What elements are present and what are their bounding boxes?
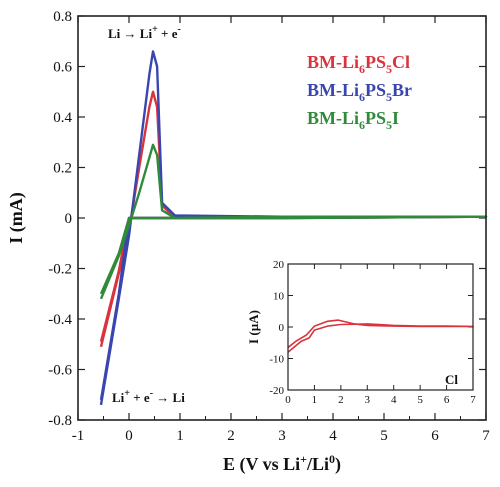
inset-x-tick-label: 2 [338, 394, 344, 406]
inset-series-label: Cl [445, 372, 458, 387]
y-tick-label: -0.6 [48, 363, 72, 379]
x-tick-label: -1 [72, 428, 85, 444]
inset-tick-labels: 0 1 2 3 4 5 6 7 20 10 0 -10 -20 [269, 259, 476, 406]
inset-y-tick-label: 20 [273, 259, 285, 271]
main-plot: -1 0 1 2 3 4 5 6 70.80.60.40.20-0.2-0.4-0.6-0.8 … [6, 9, 490, 475]
main-tick-labels: -1 0 1 2 3 4 5 6 70.80.60.40.20-0.2-0.4-0.6-0.8 [48, 9, 490, 444]
main-plot-frame [77, 15, 487, 421]
main-axis-ticks [77, 15, 487, 421]
oxidation-annotation: Li → Li+ + e- [108, 24, 181, 41]
inset-y-tick-label: 10 [273, 291, 285, 303]
inset-x-tick-label: 1 [312, 394, 318, 406]
inset-y-axis-title: I (µA) [246, 310, 261, 344]
y-tick-label: 0.8 [53, 9, 72, 25]
y-tick-label: 0.4 [53, 110, 72, 126]
x-tick-label: 5 [380, 428, 388, 444]
inset-series-line-cl [287, 319, 474, 353]
inset-plot-frame [287, 263, 474, 391]
y-tick-label: 0.2 [53, 161, 72, 177]
y-tick-label: 0.6 [53, 60, 72, 76]
inset-y-tick-label: 0 [279, 322, 285, 334]
inset-x-tick-label: 6 [444, 394, 450, 406]
reduction-annotation: Li+ + e- → Li [112, 388, 185, 405]
inset-y-tick-label: -10 [269, 354, 284, 366]
y-tick-label: 0 [65, 211, 73, 227]
x-axis-title: E (V vs Li+/Li0) [223, 452, 341, 475]
x-tick-label: 4 [329, 428, 337, 444]
series-line-i [99, 143, 488, 300]
legend-item-i: BM-Li6PS5I [307, 108, 399, 132]
y-tick-label: -0.4 [48, 312, 72, 328]
legend: BM-Li6PS5Cl BM-Li6PS5Br BM-Li6PS5I [307, 52, 412, 132]
x-tick-label: 2 [227, 428, 235, 444]
x-tick-label: 7 [482, 428, 490, 444]
inset-x-tick-label: 3 [365, 394, 371, 406]
y-tick-label: -0.2 [48, 262, 72, 278]
inset-y-tick-label: -20 [269, 385, 284, 397]
y-tick-label: -0.8 [48, 413, 72, 429]
inset-plot: 0 1 2 3 4 5 6 7 20 10 0 -10 -20 I (µA) Cl [246, 259, 476, 406]
legend-item-br: BM-Li6PS5Br [307, 80, 412, 104]
inset-x-tick-label: 7 [470, 394, 476, 406]
legend-item-cl: BM-Li6PS5Cl [307, 52, 410, 76]
inset-x-tick-label: 5 [417, 394, 423, 406]
x-tick-label: 1 [176, 428, 184, 444]
x-tick-label: 3 [278, 428, 286, 444]
inset-x-tick-label: 4 [391, 394, 397, 406]
x-tick-label: 0 [125, 428, 133, 444]
x-tick-label: 6 [431, 428, 439, 444]
main-series-group [99, 50, 488, 406]
inset-x-tick-label: 0 [285, 394, 291, 406]
y-axis-title: I (mA) [6, 192, 27, 244]
inset-series-group [287, 319, 474, 353]
